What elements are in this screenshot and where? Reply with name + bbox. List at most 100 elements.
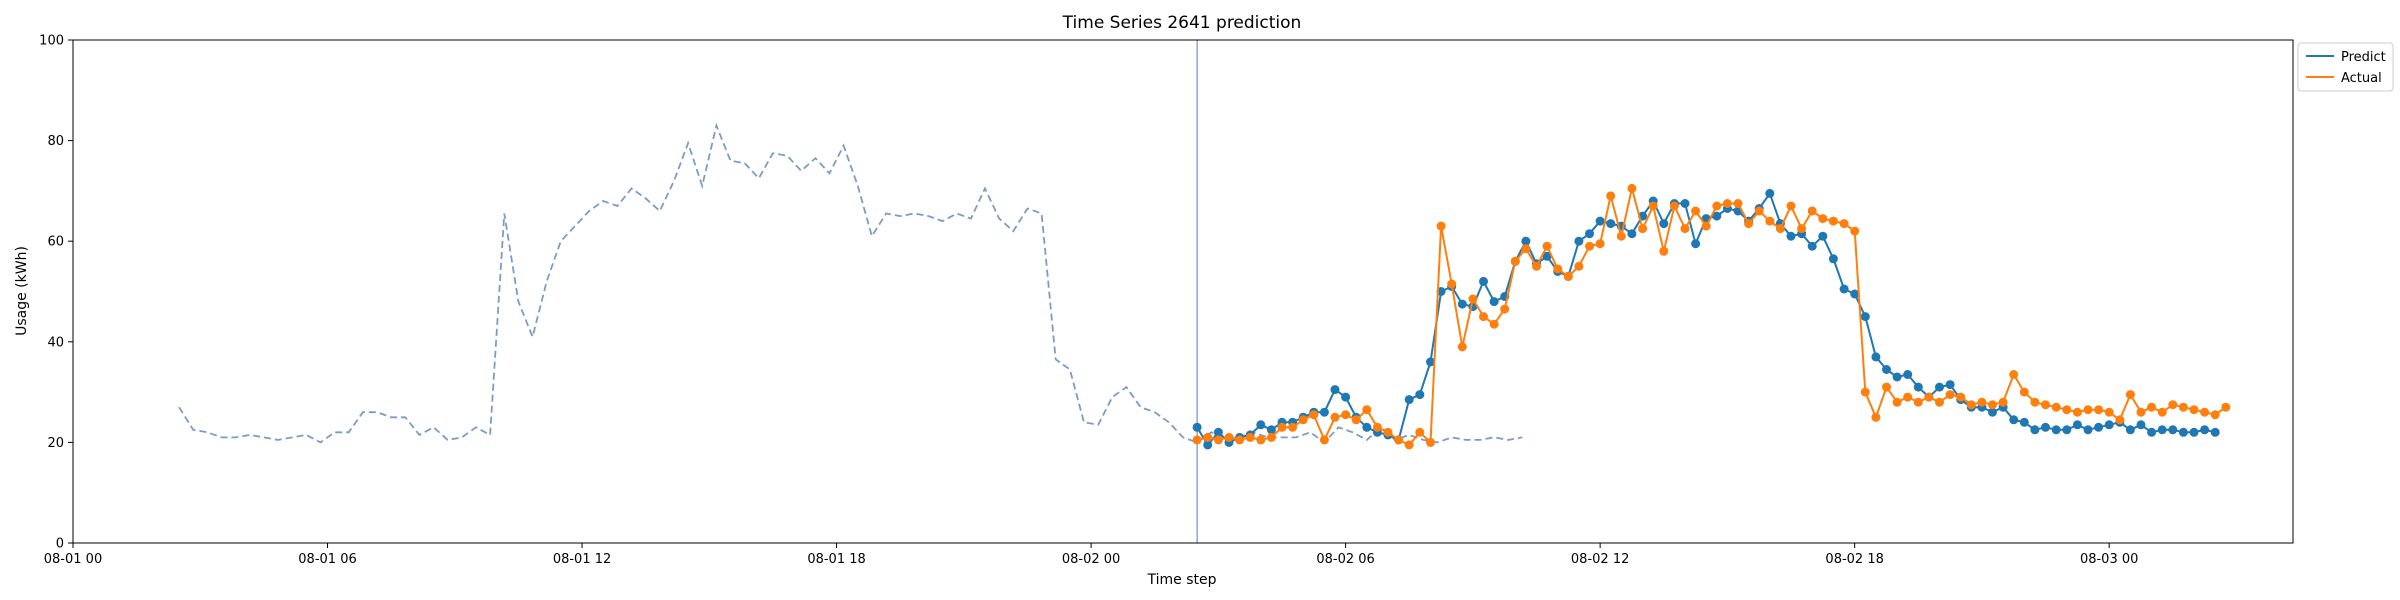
data-point-actual [1245, 432, 1255, 442]
data-point-actual [2083, 405, 2093, 415]
data-point-predict [1839, 284, 1849, 294]
series-line-history [178, 122, 1523, 444]
data-point-actual [1998, 397, 2008, 407]
data-point-actual [2115, 415, 2125, 425]
data-point-actual [1404, 440, 1414, 450]
data-point-actual [1850, 226, 1860, 236]
data-point-actual [1213, 435, 1223, 445]
data-point-actual [1383, 427, 1393, 437]
data-point-actual [1436, 221, 1446, 231]
data-point-actual [2094, 405, 2104, 415]
data-point-predict [2019, 417, 2029, 427]
data-point-actual [2104, 407, 2114, 417]
data-point-predict [1818, 231, 1828, 241]
data-point-actual [2030, 397, 2040, 407]
data-point-predict [1850, 289, 1860, 299]
data-point-actual [2200, 407, 2210, 417]
data-point-actual [1192, 435, 1202, 445]
data-point-actual [1722, 199, 1732, 208]
data-point-predict [1319, 407, 1329, 417]
data-point-predict [1489, 297, 1499, 307]
data-point-actual [2136, 407, 2146, 417]
data-point-actual [2051, 402, 2061, 412]
plot-area [178, 40, 2231, 543]
data-point-predict [2041, 422, 2050, 432]
data-point-predict [1882, 365, 1891, 374]
data-point-actual [1882, 382, 1891, 392]
plot-frame [72, 39, 2294, 544]
data-point-actual [1372, 422, 1382, 432]
data-point-actual [1574, 261, 1584, 271]
data-point-actual [1744, 219, 1754, 229]
data-point-actual [1447, 279, 1457, 289]
data-point-predict [1903, 370, 1913, 379]
data-point-actual [1691, 206, 1701, 216]
data-point-actual [1479, 312, 1488, 322]
data-point-actual [1828, 216, 1838, 226]
data-point-predict [1712, 211, 1722, 221]
data-point-actual [1935, 397, 1944, 407]
data-point-predict [1266, 425, 1276, 435]
data-point-actual [1913, 397, 1923, 407]
data-point-predict [1362, 422, 1372, 432]
data-point-actual [1203, 432, 1213, 442]
data-point-actual [1860, 387, 1870, 397]
data-point-actual [1500, 304, 1510, 314]
x-tick-label: 08-02 18 [1825, 552, 1883, 567]
legend-label-actual: Actual [2341, 71, 2382, 86]
data-point-actual [1288, 422, 1298, 432]
data-point-predict [1659, 219, 1669, 229]
data-point-actual [2009, 370, 2019, 379]
data-point-actual [1892, 397, 1902, 407]
data-point-predict [1521, 236, 1531, 246]
data-point-actual [1489, 319, 1499, 329]
data-point-actual [1532, 261, 1541, 271]
data-point-predict [1595, 216, 1605, 226]
data-point-actual [1553, 264, 1563, 274]
data-point-predict [1542, 251, 1552, 261]
data-point-predict [1680, 199, 1690, 208]
data-point-actual [1786, 201, 1796, 211]
data-point-actual [1627, 183, 1637, 193]
data-point-predict [1945, 380, 1955, 390]
data-point-predict [1913, 382, 1923, 392]
data-point-actual [1606, 191, 1616, 201]
data-point-actual [1807, 206, 1817, 216]
data-point-predict [1415, 390, 1425, 400]
data-point-actual [1966, 400, 1976, 410]
data-point-predict [1828, 254, 1838, 264]
data-point-predict [1627, 229, 1637, 239]
data-point-predict [2136, 420, 2146, 430]
data-point-actual [2178, 402, 2188, 412]
legend: Predict Actual [2297, 42, 2394, 92]
data-point-predict [1935, 382, 1944, 392]
x-tick-label: 08-01 18 [807, 552, 865, 567]
data-point-predict [1479, 276, 1488, 286]
y-tick-label: 80 [47, 134, 64, 149]
data-point-predict [1585, 229, 1594, 239]
x-tick-label: 08-01 12 [553, 552, 611, 567]
data-point-actual [1277, 422, 1287, 432]
data-point-actual [1362, 405, 1372, 415]
x-tick-label: 08-01 06 [298, 552, 356, 567]
data-point-predict [1892, 372, 1902, 382]
data-point-predict [2030, 425, 2040, 435]
data-point-actual [2189, 405, 2199, 415]
data-point-actual [1468, 294, 1478, 304]
data-point-actual [1680, 224, 1690, 234]
data-point-predict [1860, 312, 1870, 322]
data-point-actual [1733, 199, 1743, 208]
data-point-actual [1235, 435, 1245, 445]
data-point-actual [2147, 402, 2157, 412]
data-point-predict [1457, 299, 1467, 309]
x-axis-title: Time step [1147, 572, 1217, 588]
y-tick-label: 0 [56, 537, 64, 552]
data-point-predict [2178, 427, 2188, 437]
data-point-actual [1595, 239, 1605, 249]
y-tick-label: 40 [47, 335, 64, 350]
data-point-actual [1330, 412, 1340, 422]
data-point-predict [1606, 219, 1616, 229]
data-point-actual [1903, 392, 1913, 402]
data-point-actual [1224, 432, 1234, 442]
